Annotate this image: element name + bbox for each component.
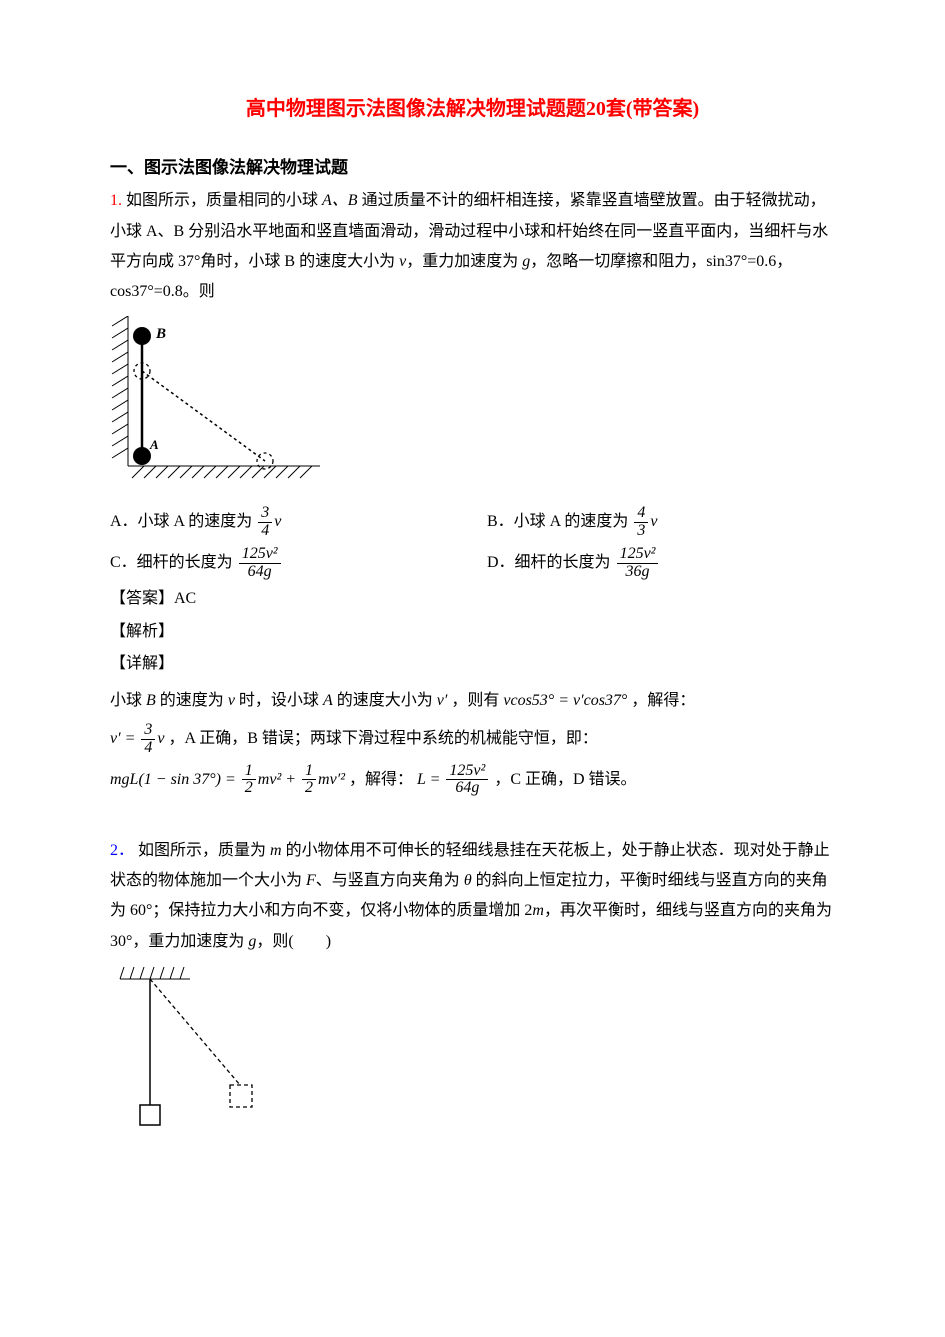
label-b: B xyxy=(155,326,166,342)
t: B xyxy=(146,692,156,709)
ball-b xyxy=(133,327,151,345)
t: 、与竖直方向夹角为 xyxy=(316,872,464,889)
q1-d-den: 36g xyxy=(617,564,659,581)
section-heading: 一、图示法图像法解决物理试题 xyxy=(110,152,835,184)
t: ，C 正确，D 错误。 xyxy=(494,771,636,788)
t: L = xyxy=(417,771,444,788)
t: ，则有 xyxy=(447,692,503,709)
q1-a-num: 3 xyxy=(258,505,272,523)
t: ，解得： xyxy=(349,771,413,788)
ball-a xyxy=(133,447,151,465)
t: 1 xyxy=(242,763,256,781)
q1-b-den: 3 xyxy=(634,523,648,540)
q1-g: g xyxy=(522,253,530,270)
q1-text-4: ，重力加速度为 xyxy=(406,253,522,270)
t: mgL(1 − sin 37°) = xyxy=(110,771,240,788)
q1-sol-line1: 小球 B 的速度为 v 时，设小球 A 的速度大小为 v′ ，则有 vcos53… xyxy=(110,686,835,716)
q1-analysis: 【解析】 xyxy=(110,617,835,647)
q1-d-pre: D．细杆的长度为 xyxy=(487,554,611,571)
t: 3 xyxy=(141,722,155,740)
t: mv² xyxy=(258,771,281,788)
t: m xyxy=(270,842,282,859)
q1-sol-line2: v′ = 34v ，A 正确，B 错误；两球下滑过程中系统的机械能守恒，即： xyxy=(110,722,835,757)
q2-number: 2． xyxy=(110,842,134,859)
q1-c-num: 125v² xyxy=(239,546,281,564)
label-a: A xyxy=(149,437,159,452)
q1-diagram: B A xyxy=(110,316,835,497)
t: m xyxy=(532,902,544,919)
q1-answer: 【答案】AC xyxy=(110,584,835,614)
string-inclined xyxy=(150,979,240,1085)
q1-b-tail: v xyxy=(650,513,657,530)
rod-inclined xyxy=(142,371,265,461)
q1-b-num: 4 xyxy=(634,505,648,523)
t: 125v² xyxy=(446,763,488,781)
t: ，A 正确，B 错误；两球下滑过程中系统的机械能守恒，即： xyxy=(169,730,598,747)
t: 的速度为 xyxy=(156,692,228,709)
t: 1 xyxy=(302,763,316,781)
t: ，解得： xyxy=(627,692,695,709)
t: A xyxy=(323,692,333,709)
q1-choice-b: B．小球 A 的速度为 43v xyxy=(487,505,835,540)
q2-stem: 2． 如图所示，质量为 m 的小物体用不可伸长的轻细线悬挂在天花板上，处于静止状… xyxy=(110,836,835,958)
doc-title: 高中物理图示法图像法解决物理试题题20套(带答案) xyxy=(110,90,835,128)
t: 小球 xyxy=(110,692,146,709)
q1-detail: 【详解】 xyxy=(110,649,835,679)
q1-choice-c: C．细杆的长度为 125v²64g xyxy=(110,546,487,581)
q1-ab: A、B xyxy=(322,192,358,209)
q1-sol-line3: mgL(1 − sin 37°) = 12mv² + 12mv′² ，解得： L… xyxy=(110,763,835,798)
mass-box-dashed xyxy=(230,1085,252,1107)
q1-choice-d: D．细杆的长度为 125v²36g xyxy=(487,546,835,581)
wall-hatch xyxy=(112,316,128,466)
q1-eq1: vcos53° = v′cos37° xyxy=(503,692,627,709)
q1-a-tail: v xyxy=(274,513,281,530)
t: 的速度大小为 xyxy=(333,692,437,709)
t: 2 xyxy=(302,780,316,797)
q1-a-pre: A．小球 A 的速度为 xyxy=(110,513,252,530)
t: ，则( ) xyxy=(256,933,331,950)
t: v xyxy=(157,730,164,747)
t: 时，设小球 xyxy=(235,692,323,709)
t: F xyxy=(306,872,316,889)
ground-hatch xyxy=(128,466,320,478)
t: v xyxy=(228,692,235,709)
q1-choices-row2: C．细杆的长度为 125v²64g D．细杆的长度为 125v²36g xyxy=(110,546,835,581)
q1-number: 1. xyxy=(110,192,122,209)
t: 64g xyxy=(446,780,488,797)
t: 4 xyxy=(141,740,155,757)
t: 2 xyxy=(242,780,256,797)
q1-c-den: 64g xyxy=(239,564,281,581)
t: θ xyxy=(464,872,472,889)
q1-choice-a: A．小球 A 的速度为 34v xyxy=(110,505,487,540)
q1-b-pre: B．小球 A 的速度为 xyxy=(487,513,628,530)
t: 如图所示，质量为 xyxy=(138,842,270,859)
q1-text-1: 如图所示，质量相同的小球 xyxy=(126,192,322,209)
t: + xyxy=(285,771,300,788)
q1-a-den: 4 xyxy=(258,523,272,540)
q1-stem: 1. 如图所示，质量相同的小球 A、B 通过质量不计的细杆相连接，紧靠竖直墙壁放… xyxy=(110,186,835,308)
q1-d-num: 125v² xyxy=(617,546,659,564)
q1-c-pre: C．细杆的长度为 xyxy=(110,554,233,571)
ceiling-hatch xyxy=(120,967,190,979)
t: v′ xyxy=(437,692,448,709)
t: mv′² xyxy=(318,771,345,788)
q1-choices-row1: A．小球 A 的速度为 34v B．小球 A 的速度为 43v xyxy=(110,505,835,540)
mass-box xyxy=(140,1105,160,1125)
q2-diagram xyxy=(110,965,835,1146)
